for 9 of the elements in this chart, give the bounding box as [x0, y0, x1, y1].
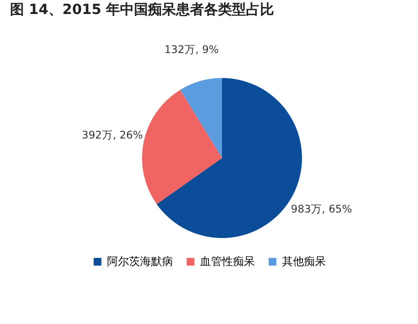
data-label: 983万, 65%	[290, 204, 352, 216]
legend-label: 阿尔茨海默病	[107, 254, 173, 268]
pie-slice	[180, 78, 222, 158]
legend-label: 其他痴呆	[282, 254, 326, 268]
data-label: 392万, 26%	[82, 129, 143, 142]
legend-label: 血管性痴呆	[200, 254, 255, 268]
pie-slice	[142, 90, 222, 204]
data-label: 132万, 9%	[164, 44, 219, 56]
chart-title: 图 14、2015 年中国痴呆患者各类型占比	[10, 1, 274, 18]
